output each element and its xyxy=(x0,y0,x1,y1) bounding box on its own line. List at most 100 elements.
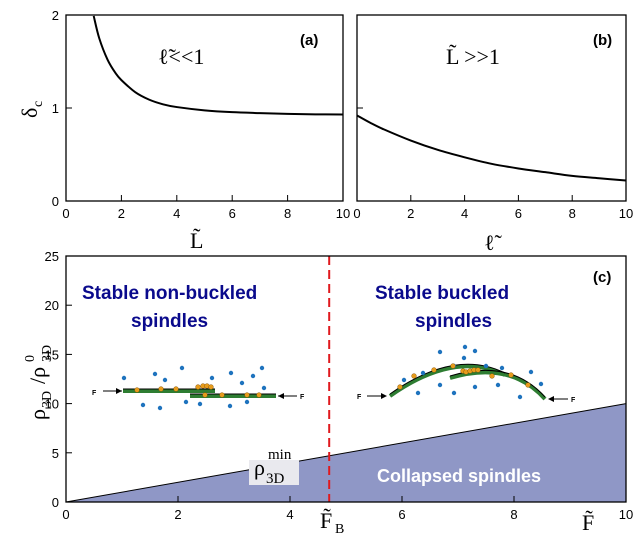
critical-force-label-sub: B xyxy=(335,522,344,533)
undefined-motor-particle xyxy=(450,363,456,369)
panel-c-y-label-sub2: 3D xyxy=(40,345,55,362)
panel-c-frame xyxy=(65,255,627,503)
panel-b-x-tick-label: 8 xyxy=(569,206,576,221)
undefined-motor-particle xyxy=(173,386,179,392)
straight-force-label-right: F xyxy=(300,394,305,401)
undefined-motor-particle xyxy=(202,392,208,398)
panel-c-y-label-slash: /ρ xyxy=(25,367,50,384)
panel-b-x-tick-label: 6 xyxy=(515,206,522,221)
buckled-force-label-left: F xyxy=(357,394,362,401)
panel-a-x-tick-label: 2 xyxy=(118,206,125,221)
rho-min-label: ρ min 3D xyxy=(254,447,292,487)
region-label-left-line1: Stable non-buckled xyxy=(82,283,257,304)
straight-force-arrowhead-right xyxy=(278,393,284,399)
panel-a: 0 2 4 6 8 10 0 1 2 (a) ℓ̃<<1 L̃ δ c xyxy=(17,8,350,253)
undefined-blue-particle xyxy=(261,385,267,391)
undefined-blue-particle xyxy=(228,370,234,376)
undefined-motor-particle xyxy=(411,373,417,379)
undefined-blue-particle xyxy=(250,373,256,379)
panel-c-x-tick-label: 6 xyxy=(398,507,405,522)
panel-a-series-line xyxy=(92,15,344,116)
critical-force-label: F̃ B xyxy=(320,508,344,533)
undefined-blue-particle xyxy=(437,349,443,355)
undefined-blue-particle xyxy=(415,390,421,396)
panel-c-y-label-sub: 3D xyxy=(40,391,55,408)
undefined-blue-particle xyxy=(179,365,185,371)
undefined-blue-particle xyxy=(239,380,245,386)
buckled-force-label-right: F xyxy=(571,397,576,404)
panel-a-x-label: L̃ xyxy=(190,228,203,253)
panel-c-x-label: F̃ xyxy=(582,510,594,533)
panel-a-y-label-sub: c xyxy=(31,101,46,107)
panel-b-annotation: L̃ >>1 xyxy=(446,44,500,69)
undefined-blue-particle xyxy=(483,363,489,369)
region-label-left-line2: spindles xyxy=(131,311,208,332)
undefined-motor-particle xyxy=(208,384,214,390)
panel-c-x-tick-label: 8 xyxy=(510,507,517,522)
undefined-blue-particle xyxy=(197,401,203,407)
panel-b: 0 2 4 6 8 10 (b) L̃ >>1 ℓ̃ xyxy=(353,14,633,255)
buckled-force-arrowhead-left xyxy=(381,393,387,399)
undefined-blue-particle xyxy=(401,377,407,383)
panel-a-annotation: ℓ̃<<1 xyxy=(158,44,204,69)
buckled-spindle-illustration: F F xyxy=(357,344,576,404)
undefined-motor-particle xyxy=(219,392,225,398)
undefined-blue-particle xyxy=(140,402,146,408)
rho-min-sub: 3D xyxy=(266,471,285,487)
region-label-right-line2: spindles xyxy=(415,311,492,332)
undefined-blue-particle xyxy=(162,377,168,383)
buckled-force-arrowhead-right xyxy=(548,396,554,402)
panel-c-y-label-sup: 0 xyxy=(23,355,38,362)
panel-b-tag: (b) xyxy=(593,32,612,49)
undefined-blue-particle xyxy=(209,375,215,381)
undefined-motor-particle xyxy=(158,386,164,392)
rho-min-box xyxy=(249,460,299,485)
undefined-blue-particle xyxy=(461,355,467,361)
panel-a-y-label: δ c xyxy=(17,101,46,118)
panel-b-frame xyxy=(356,14,627,202)
panel-c-y-tick-label: 5 xyxy=(52,446,59,461)
undefined-motor-particle xyxy=(195,384,201,390)
panel-a-y-tick-label: 0 xyxy=(52,194,59,209)
panel-b-series-line xyxy=(356,114,627,182)
panel-a-x-tick-label: 4 xyxy=(173,206,180,221)
panel-c-x-tick-label: 4 xyxy=(286,507,293,522)
panel-c: 0 2 4 6 8 10 0 5 10 15 20 25 (c) Stable non-buckled… xyxy=(23,249,633,533)
panel-b-x-tick-label: 4 xyxy=(461,206,468,221)
straight-force-label-left: F xyxy=(92,390,97,397)
panel-b-x-label: ℓ̃ xyxy=(484,230,503,255)
panel-a-y-label-main: δ xyxy=(17,108,42,118)
undefined-blue-particle xyxy=(437,382,443,388)
panel-c-y-label-rho: ρ xyxy=(25,409,50,420)
undefined-blue-particle xyxy=(528,369,534,375)
straight-spindle-illustration: F F xyxy=(92,365,305,411)
undefined-blue-particle xyxy=(259,365,265,371)
panel-c-y-tick-label: 15 xyxy=(45,347,59,362)
undefined-blue-particle xyxy=(472,348,478,354)
undefined-blue-particle xyxy=(244,399,250,405)
collapse-boundary-line xyxy=(65,403,627,503)
region-label-collapsed: Collapsed spindles xyxy=(377,466,541,486)
undefined-blue-particle xyxy=(227,403,233,409)
panel-a-x-tick-label: 6 xyxy=(229,206,236,221)
critical-force-label-main: F̃ xyxy=(320,508,332,533)
undefined-motor-particle xyxy=(525,382,531,388)
panel-c-x-tick-label: 2 xyxy=(174,507,181,522)
panel-b-x-tick-label: 2 xyxy=(407,206,414,221)
panel-c-y-tick-label: 25 xyxy=(45,249,59,264)
undefined-blue-particle xyxy=(517,394,523,400)
undefined-blue-particle xyxy=(157,405,163,411)
panel-a-x-tick-label: 0 xyxy=(62,206,69,221)
straight-force-arrowhead-left xyxy=(116,388,122,394)
undefined-blue-particle xyxy=(451,390,457,396)
undefined-blue-particle xyxy=(420,370,426,376)
panel-c-tag: (c) xyxy=(593,269,611,286)
panel-c-y-tick-label: 10 xyxy=(45,397,59,412)
undefined-blue-particle xyxy=(495,382,501,388)
panel-a-x-tick-label: 8 xyxy=(284,206,291,221)
panel-c-y-label: ρ 3D /ρ 0 3D xyxy=(23,345,55,420)
undefined-motor-particle xyxy=(244,392,250,398)
undefined-blue-particle xyxy=(152,371,158,377)
panel-a-x-tick-label: 10 xyxy=(336,206,350,221)
